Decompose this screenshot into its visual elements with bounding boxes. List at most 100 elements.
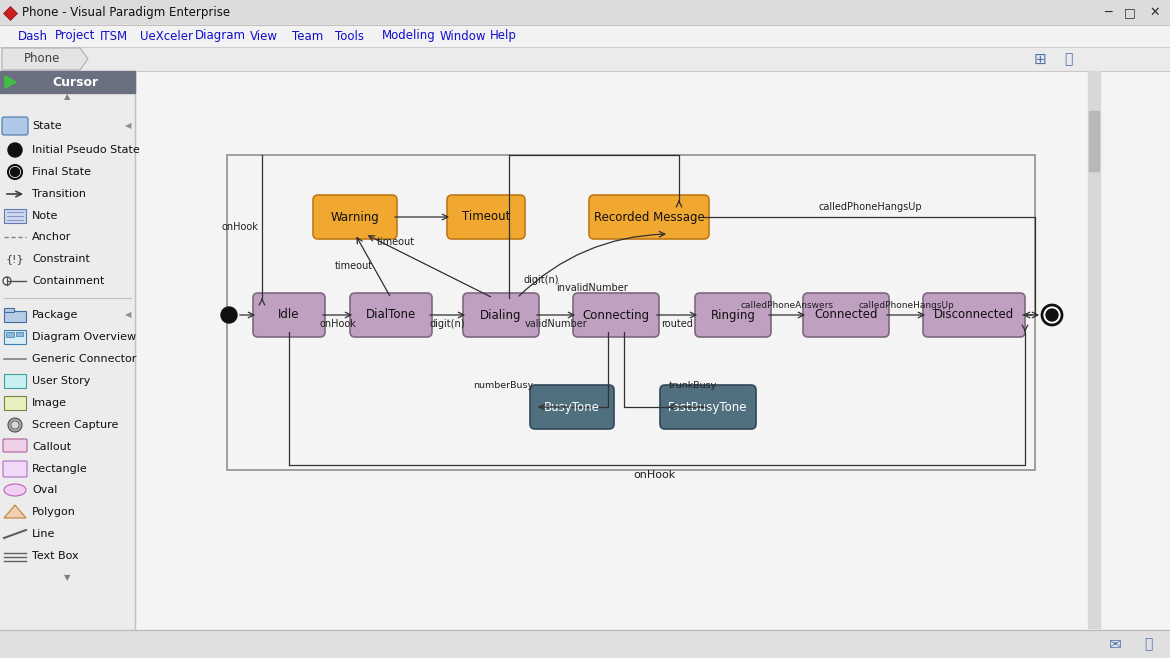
Text: {!}: {!} bbox=[6, 254, 25, 264]
Bar bbox=[4, 330, 26, 344]
Text: ◀: ◀ bbox=[124, 311, 131, 320]
Text: View: View bbox=[250, 30, 278, 43]
Polygon shape bbox=[4, 505, 26, 518]
Text: calledPhoneAnswers: calledPhoneAnswers bbox=[741, 301, 833, 311]
Circle shape bbox=[4, 277, 11, 285]
Text: UeXceler: UeXceler bbox=[140, 30, 193, 43]
Text: Help: Help bbox=[490, 30, 517, 43]
Text: Window: Window bbox=[440, 30, 487, 43]
Circle shape bbox=[8, 143, 22, 157]
Text: Connected: Connected bbox=[814, 309, 878, 322]
Text: User Story: User Story bbox=[32, 376, 90, 386]
Text: calledPhoneHangsUp: calledPhoneHangsUp bbox=[818, 202, 922, 212]
Bar bbox=[0, 0, 1170, 25]
Text: Oval: Oval bbox=[32, 485, 57, 495]
Circle shape bbox=[8, 418, 22, 432]
Text: timeout: timeout bbox=[335, 261, 373, 271]
Text: Callout: Callout bbox=[32, 442, 71, 452]
FancyBboxPatch shape bbox=[447, 195, 525, 239]
Text: Team: Team bbox=[292, 30, 323, 43]
Text: Screen Capture: Screen Capture bbox=[32, 420, 118, 430]
Text: validNumber: validNumber bbox=[524, 319, 587, 329]
Circle shape bbox=[221, 307, 238, 323]
Text: Constraint: Constraint bbox=[32, 254, 90, 264]
Bar bbox=[1089, 111, 1099, 171]
Bar bbox=[4, 311, 26, 322]
Text: Dialing: Dialing bbox=[480, 309, 522, 322]
Text: trunkBusy: trunkBusy bbox=[669, 380, 717, 390]
Text: Package: Package bbox=[32, 310, 78, 320]
Text: FastBusyTone: FastBusyTone bbox=[668, 401, 748, 413]
Polygon shape bbox=[5, 76, 16, 88]
FancyBboxPatch shape bbox=[923, 293, 1025, 337]
Text: 📋: 📋 bbox=[1064, 52, 1072, 66]
Text: ✕: ✕ bbox=[1150, 6, 1161, 19]
Text: Text Box: Text Box bbox=[32, 551, 78, 561]
FancyBboxPatch shape bbox=[589, 195, 709, 239]
Text: timeout: timeout bbox=[377, 237, 415, 247]
Text: Timeout: Timeout bbox=[462, 211, 510, 224]
Bar bbox=[135, 71, 1170, 630]
Bar bbox=[0, 630, 1170, 658]
Text: digit(n): digit(n) bbox=[523, 275, 558, 285]
Bar bbox=[0, 47, 1170, 71]
Text: 🗒: 🗒 bbox=[1144, 637, 1152, 651]
Text: Disconnected: Disconnected bbox=[934, 309, 1014, 322]
Text: onHook: onHook bbox=[319, 319, 356, 329]
Text: Recorded Message: Recorded Message bbox=[593, 211, 704, 224]
FancyBboxPatch shape bbox=[530, 385, 614, 429]
Text: Tools: Tools bbox=[335, 30, 364, 43]
Bar bbox=[0, 71, 135, 630]
Text: Diagram Overview: Diagram Overview bbox=[32, 332, 136, 342]
Text: Modeling: Modeling bbox=[381, 30, 435, 43]
Text: numberBusy: numberBusy bbox=[473, 380, 534, 390]
Circle shape bbox=[11, 421, 19, 429]
Text: Rectangle: Rectangle bbox=[32, 464, 88, 474]
Circle shape bbox=[11, 168, 20, 176]
FancyBboxPatch shape bbox=[253, 293, 325, 337]
Circle shape bbox=[8, 165, 22, 179]
FancyBboxPatch shape bbox=[660, 385, 756, 429]
FancyBboxPatch shape bbox=[4, 461, 27, 477]
Text: ✉: ✉ bbox=[1109, 636, 1121, 651]
Text: Anchor: Anchor bbox=[32, 232, 71, 242]
Bar bbox=[1088, 71, 1100, 628]
FancyBboxPatch shape bbox=[803, 293, 889, 337]
Text: Final State: Final State bbox=[32, 167, 91, 177]
Text: digit(n): digit(n) bbox=[429, 319, 466, 329]
Text: Idle: Idle bbox=[278, 309, 300, 322]
FancyBboxPatch shape bbox=[314, 195, 397, 239]
Text: Note: Note bbox=[32, 211, 58, 221]
FancyBboxPatch shape bbox=[695, 293, 771, 337]
Bar bbox=[4, 374, 26, 388]
Text: onHook: onHook bbox=[633, 470, 675, 480]
Bar bbox=[6, 332, 14, 337]
Text: calledPhoneHangsUp: calledPhoneHangsUp bbox=[858, 301, 954, 311]
Text: Phone - Visual Paradigm Enterprise: Phone - Visual Paradigm Enterprise bbox=[22, 6, 230, 19]
Text: Containment: Containment bbox=[32, 276, 104, 286]
FancyBboxPatch shape bbox=[4, 209, 26, 223]
Bar bbox=[0, 25, 1170, 47]
Text: routed: routed bbox=[661, 319, 693, 329]
Text: ⊞: ⊞ bbox=[1033, 51, 1046, 66]
Text: invalidNumber: invalidNumber bbox=[556, 283, 628, 293]
Text: Diagram: Diagram bbox=[195, 30, 246, 43]
FancyBboxPatch shape bbox=[4, 439, 27, 452]
Text: ITSM: ITSM bbox=[99, 30, 129, 43]
Bar bbox=[227, 155, 1035, 470]
Text: Generic Connector: Generic Connector bbox=[32, 354, 137, 364]
Text: ─: ─ bbox=[1104, 6, 1112, 19]
Text: Transition: Transition bbox=[32, 189, 87, 199]
Text: Initial Pseudo State: Initial Pseudo State bbox=[32, 145, 139, 155]
FancyBboxPatch shape bbox=[463, 293, 539, 337]
Text: Polygon: Polygon bbox=[32, 507, 76, 517]
Text: ▲: ▲ bbox=[64, 93, 70, 101]
Bar bbox=[16, 332, 23, 336]
FancyBboxPatch shape bbox=[573, 293, 659, 337]
Bar bbox=[0, 71, 135, 93]
Text: Ringing: Ringing bbox=[710, 309, 756, 322]
Text: Project: Project bbox=[55, 30, 96, 43]
Text: onHook: onHook bbox=[221, 222, 259, 232]
Circle shape bbox=[1046, 309, 1058, 321]
FancyBboxPatch shape bbox=[350, 293, 432, 337]
